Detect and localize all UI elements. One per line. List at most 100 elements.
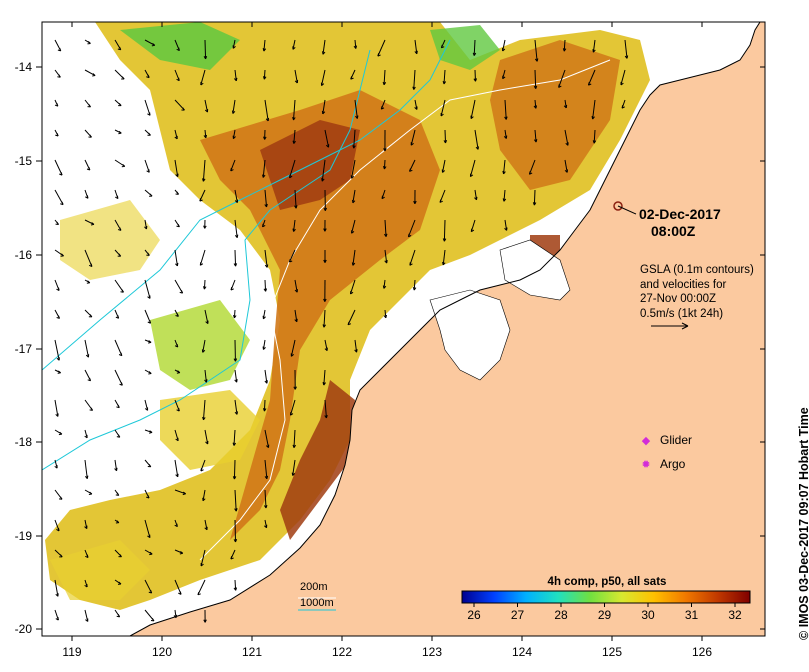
velocity-arrowhead: [472, 52, 477, 56]
velocity-arrowhead: [592, 140, 597, 144]
velocity-arrowhead: [121, 76, 125, 80]
velocity-arrowhead: [199, 198, 203, 202]
velocity-arrowhead: [383, 314, 388, 319]
credit-line: © IMOS 03-Dec-2017 09:07 Hobart Time: [797, 407, 809, 640]
velocity-arrowhead: [116, 613, 121, 618]
velocity-arrowhead: [351, 262, 356, 266]
velocity-arrowhead: [264, 203, 268, 208]
velocity-arrow: [262, 159, 266, 178]
velocity-arrow: [469, 159, 476, 177]
velocity-arrowhead: [321, 178, 325, 182]
velocity-arrowhead: [470, 115, 474, 120]
contour-key-200: 200m: [300, 581, 328, 593]
gsla-line-1: GSLA (0.1m contours): [640, 264, 754, 276]
velocity-arrowhead: [290, 353, 294, 357]
x-axis: 119 120 121 122 123 124 125 126: [62, 22, 712, 659]
image-datetime: 02-Dec-2017 08:00Z: [639, 206, 721, 240]
velocity-arrowhead: [294, 289, 298, 293]
velocity-arrowhead: [87, 104, 91, 108]
velocity-arrow: [353, 129, 356, 149]
velocity-arrowhead: [54, 103, 59, 107]
velocity-arrowhead: [263, 505, 268, 509]
velocity-arrowhead: [321, 110, 326, 115]
velocity-arrowhead: [409, 262, 413, 266]
velocity-arrowhead: [56, 315, 60, 319]
velocity-arrow: [234, 369, 238, 383]
colorbar-ramp: [461, 590, 751, 604]
velocity-arrowhead: [230, 167, 234, 172]
velocity-arrowhead: [174, 523, 178, 528]
velocity-arrowhead: [146, 74, 150, 79]
velocity-arrowhead: [440, 113, 444, 117]
velocity-arrowhead: [117, 253, 122, 257]
velocity-arrowhead: [203, 55, 208, 60]
velocity-arrowhead: [563, 104, 568, 109]
velocity-arrowhead: [233, 314, 237, 319]
velocity-arrowhead: [88, 134, 92, 138]
velocity-arrowhead: [202, 178, 206, 182]
velocity-arrow: [413, 279, 416, 291]
velocity-arrowhead: [233, 263, 238, 267]
x-tick-label: 124: [512, 645, 532, 659]
velocity-arrowhead: [234, 234, 239, 238]
velocity-arrow: [234, 69, 237, 81]
gsla-contour: [199, 59, 611, 561]
velocity-arrow: [321, 159, 326, 182]
velocity-arrow: [443, 69, 446, 85]
velocity-arrow: [292, 459, 296, 476]
velocity-arrow: [443, 219, 446, 242]
velocity-arrowhead: [380, 106, 385, 110]
velocity-arrowhead: [147, 464, 152, 468]
velocity-arrowhead: [119, 382, 123, 386]
velocity-arrow: [352, 189, 356, 203]
y-tick-label: -19: [15, 529, 33, 543]
velocity-arrowhead: [353, 45, 358, 49]
argo-icon: ✹: [641, 458, 651, 471]
velocity-arrowhead: [58, 496, 63, 500]
velocity-arrowhead: [173, 614, 178, 619]
velocity-arrowhead: [150, 618, 155, 622]
velocity-arrowhead: [293, 386, 297, 390]
velocity-arrow: [234, 579, 237, 591]
velocity-arrowhead: [234, 77, 238, 82]
velocity-arrow: [264, 459, 268, 479]
velocity-arrowhead: [232, 442, 237, 446]
gsla-line-2: and velocities for: [640, 278, 727, 291]
velocity-arrowhead: [86, 167, 91, 171]
velocity-arrowhead: [410, 142, 414, 146]
velocity-arrowhead: [203, 225, 207, 229]
velocity-arrow: [234, 189, 238, 203]
velocity-arrowhead: [117, 581, 122, 585]
velocity-arrowhead: [202, 286, 207, 290]
velocity-arrow: [383, 159, 386, 170]
velocity-arrowhead: [384, 260, 388, 264]
velocity-arrowhead: [233, 358, 238, 362]
velocity-arrowhead: [502, 170, 506, 175]
velocity-arrow: [144, 519, 151, 538]
velocity-arrow: [293, 219, 296, 232]
velocity-arrow: [234, 219, 238, 238]
velocity-arrowhead: [117, 227, 122, 231]
velocity-arrow: [233, 429, 236, 446]
velocity-arrowhead: [146, 169, 150, 173]
velocity-arrowhead: [475, 146, 479, 150]
velocity-arrowhead: [534, 58, 539, 62]
velocity-arrowhead: [144, 407, 149, 411]
velocity-arrowhead: [233, 587, 238, 591]
velocity-arrow: [293, 429, 296, 448]
velocity-arrowhead: [205, 320, 209, 325]
legend-argo: ✹ Argo: [640, 457, 685, 471]
gsla-line-3: 27-Nov 00:00Z: [640, 293, 717, 305]
velocity-arrowhead: [203, 134, 208, 139]
velocity-arrowhead: [92, 73, 96, 77]
velocity-arrowhead: [533, 139, 538, 143]
velocity-arrowhead: [262, 48, 267, 52]
velocity-arrowhead: [175, 313, 179, 317]
colorbar-tick-label: 26: [467, 608, 481, 622]
velocity-arrowhead: [204, 109, 209, 113]
velocity-arrow: [293, 99, 296, 121]
velocity-arrowhead: [382, 165, 387, 170]
velocity-arrowhead: [59, 554, 63, 558]
velocity-arrowhead: [147, 295, 151, 299]
colorbar-title: 4h comp, p50, all sats: [547, 576, 667, 588]
